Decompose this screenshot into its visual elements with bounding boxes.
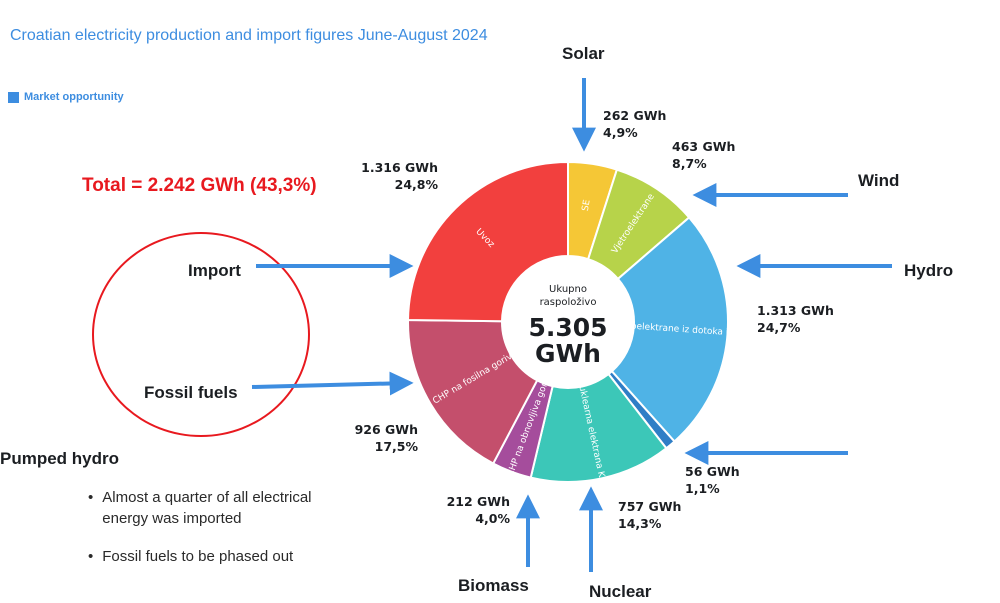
total-label: Total = 2.242 GWh (43,3%) [82, 175, 317, 196]
center-line1: Ukupno [549, 284, 587, 295]
center-total-value: 5.305 [528, 313, 607, 342]
donut-hole [502, 256, 634, 388]
wind-callout: Wind [858, 171, 900, 190]
import-value-label: 1.316 GWh 24,8% [361, 160, 438, 192]
tag-square-icon [8, 91, 19, 103]
wind-value-label: 463 GWh 8,7% [672, 139, 736, 171]
biomass-callout: Biomass [458, 576, 529, 595]
nuclear-callout: Nuclear [589, 582, 652, 601]
section-heading: Pumped hydro [0, 449, 120, 468]
fossil-value-label: 926 GWh 17,5% [354, 422, 418, 454]
bullet-item: • Almost a quarter of all electrical ene… [88, 487, 358, 529]
solar-value-label: 262 GWh 4,9% [603, 108, 667, 140]
tag-label: Market opportunity [24, 91, 124, 103]
slice-name-label: SE [581, 199, 593, 212]
hydro-callout: Hydro [904, 261, 954, 280]
import-callout: Import [188, 261, 241, 280]
slide-title: Croatian electricity production and impo… [10, 27, 488, 44]
bullet-dot-icon: • [88, 489, 94, 506]
center-total-unit: GWh [535, 339, 601, 368]
fossil-callout: Fossil fuels [144, 383, 238, 402]
section-tag: Market opportunity [8, 91, 124, 103]
pumped-value-label: 56 GWh 1,1% [685, 464, 740, 496]
bullet-text: Almost a quarter of all electrical energ… [102, 489, 312, 527]
highlight-circle [92, 232, 310, 437]
hydro-value-label: 1.313 GWh 24,7% [757, 303, 834, 335]
bullet-dot-icon: • [88, 548, 94, 565]
nuclear-value-label: 757 GWh 14,3% [618, 499, 682, 531]
solar-callout: Solar [562, 44, 605, 63]
bullet-text: Fossil fuels to be phased out [102, 548, 294, 565]
fossil-arrow [251, 371, 414, 396]
bullet-item: • Fossil fuels to be phased out [88, 546, 358, 567]
biomass-value-label: 212 GWh 4,0% [446, 494, 510, 526]
center-line2: raspoloživo [540, 296, 597, 308]
